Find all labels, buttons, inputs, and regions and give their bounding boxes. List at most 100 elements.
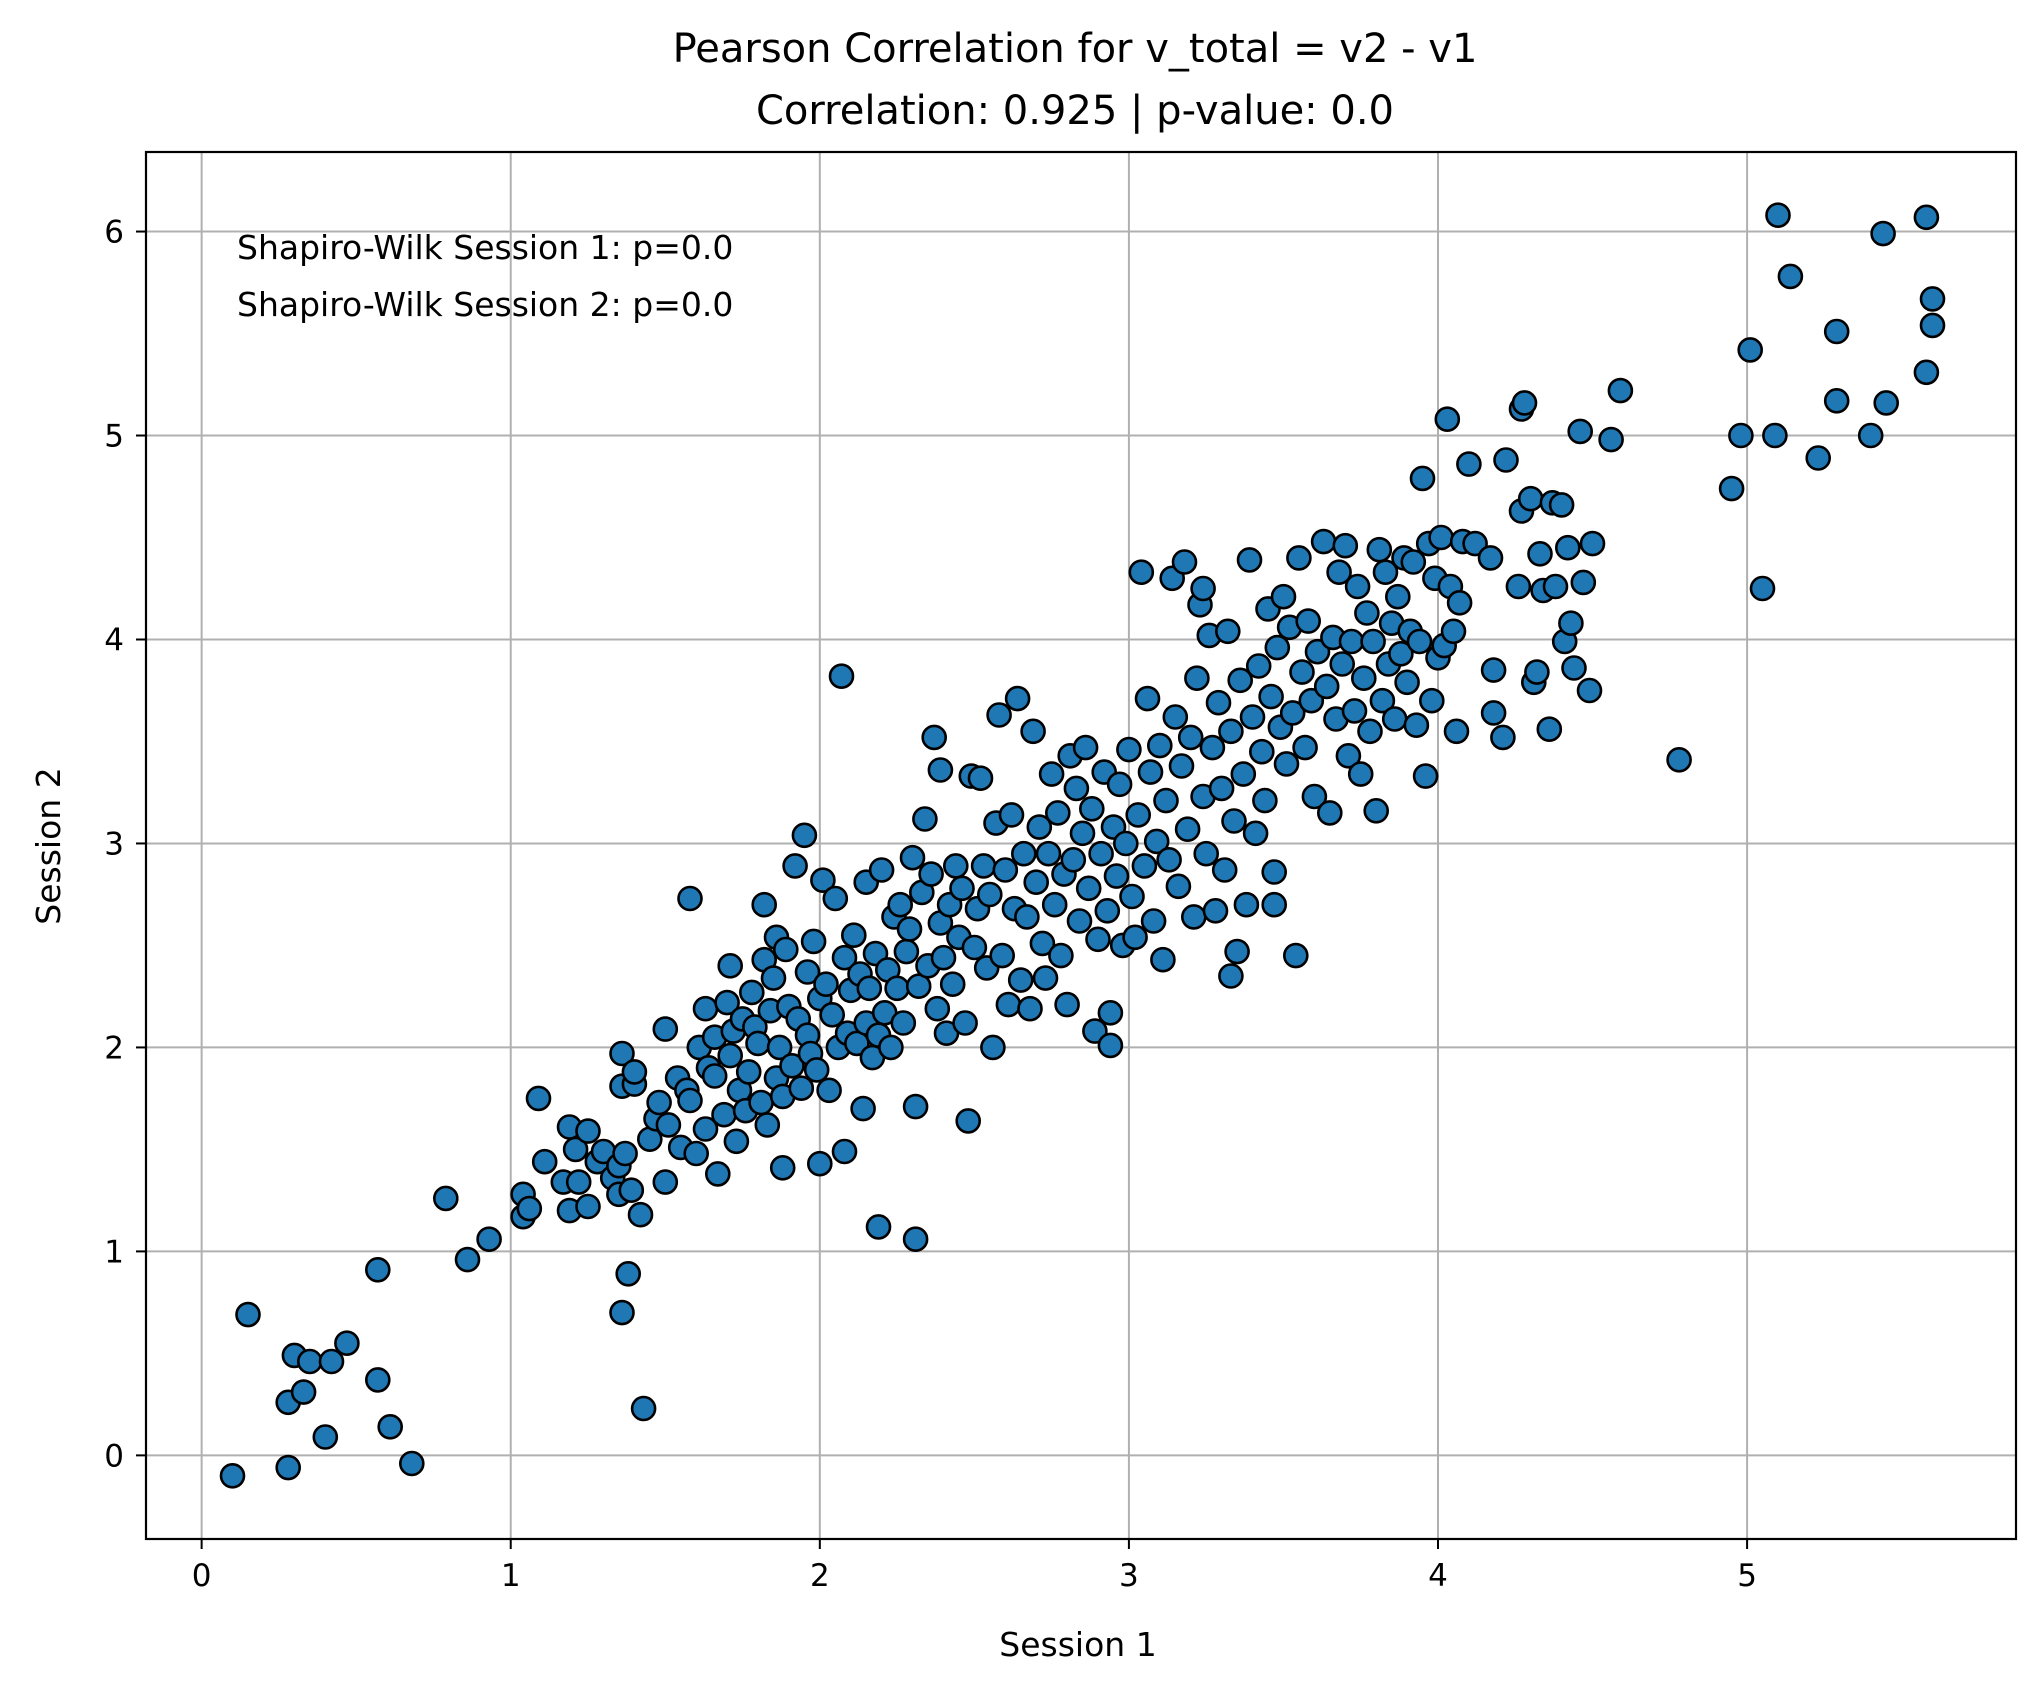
data-point (1388, 640, 1414, 667)
data-point (364, 1257, 391, 1283)
data-point (1286, 545, 1312, 571)
data-point (1728, 422, 1754, 449)
data-point (677, 885, 703, 912)
data-point (1341, 698, 1368, 724)
x-tick-label: 3 (1119, 1558, 1139, 1594)
data-point (692, 995, 719, 1022)
data-point (609, 1299, 635, 1326)
data-point (1406, 628, 1433, 655)
data-point (1351, 665, 1377, 692)
data-point (692, 1116, 719, 1142)
data-point (1394, 669, 1420, 696)
data-point (1870, 220, 1896, 247)
data-point (918, 861, 944, 887)
data-point (1014, 904, 1040, 930)
data-point (1329, 651, 1355, 677)
data-point (1048, 942, 1074, 969)
data-point (1066, 908, 1093, 934)
data-point (1252, 787, 1278, 814)
data-point (1258, 683, 1284, 710)
data-point (275, 1454, 302, 1481)
data-point (1292, 734, 1318, 761)
x-tick-label: 4 (1428, 1558, 1448, 1594)
axis-ticks: 0 1 2 3 4 5 0 1 2 3 4 5 6 (104, 215, 1757, 1594)
data-point (1295, 608, 1321, 634)
data-point (1060, 846, 1087, 873)
data-point (1215, 618, 1241, 645)
data-point (1289, 659, 1315, 685)
data-point (565, 1169, 592, 1195)
data-point (782, 853, 808, 879)
data-point (701, 1063, 728, 1089)
data-point (1137, 759, 1164, 785)
data-point (1749, 575, 1776, 602)
data-point (1224, 938, 1250, 965)
data-point (1026, 814, 1053, 840)
data-point (961, 934, 988, 961)
data-point (1242, 820, 1269, 847)
data-point (1211, 857, 1238, 883)
data-point (806, 1150, 833, 1177)
data-point (1317, 800, 1343, 826)
data-point (1347, 761, 1374, 787)
data-point (868, 857, 895, 883)
data-point (1038, 761, 1065, 787)
data-point (905, 973, 932, 1000)
data-point (615, 1261, 642, 1287)
data-point (1366, 536, 1393, 563)
data-point (432, 1185, 459, 1212)
data-point (887, 891, 914, 918)
data-point (1332, 532, 1359, 559)
data-point (562, 1136, 589, 1163)
data-point (890, 1010, 917, 1036)
data-point (1190, 575, 1216, 602)
data-point (754, 1112, 781, 1138)
y-tick-label: 4 (104, 622, 124, 658)
data-point (1184, 665, 1210, 692)
data-point (1446, 589, 1473, 616)
data-point (819, 1001, 846, 1028)
data-point (704, 1161, 731, 1187)
data-point (1193, 840, 1219, 867)
data-point (899, 844, 926, 871)
x-axis-label: Session 1 (999, 1625, 1156, 1664)
data-point (1069, 820, 1096, 847)
x-tick-label: 1 (501, 1558, 521, 1594)
data-point (1128, 559, 1155, 586)
data-point (1063, 775, 1090, 802)
data-point (1283, 942, 1309, 969)
data-point (1428, 524, 1454, 551)
data-point (1249, 738, 1275, 765)
data-point (1385, 583, 1411, 610)
data-point (800, 928, 827, 955)
data-point (1279, 700, 1306, 726)
data-point (1079, 795, 1105, 822)
data-point (1150, 946, 1176, 973)
data-point (1527, 540, 1553, 567)
data-point (1221, 808, 1247, 834)
data-point (1777, 263, 1804, 290)
data-point (1156, 846, 1182, 873)
data-point (1477, 545, 1504, 571)
data-point (791, 822, 818, 849)
data-point (1561, 655, 1587, 681)
data-point (1536, 716, 1563, 743)
data-point (1310, 528, 1337, 555)
data-point (1131, 853, 1158, 879)
annotation-shapiro-session-2: Shapiro-Wilk Session 2: p=0.0 (237, 285, 733, 324)
data-point (1490, 724, 1516, 751)
data-point (1072, 734, 1099, 761)
data-point (902, 1226, 929, 1252)
data-point (525, 1085, 552, 1112)
data-point (219, 1463, 246, 1489)
data-points (219, 202, 1946, 1489)
data-point (1419, 687, 1445, 714)
data-point (1202, 897, 1229, 924)
data-point (1480, 700, 1507, 726)
data-point (290, 1379, 317, 1405)
data-point (1082, 1018, 1108, 1044)
chart-subtitle: Correlation: 0.925 | p-value: 0.0 (756, 88, 1394, 134)
data-point (364, 1367, 391, 1393)
data-point (1403, 712, 1430, 739)
data-point (1857, 422, 1884, 449)
